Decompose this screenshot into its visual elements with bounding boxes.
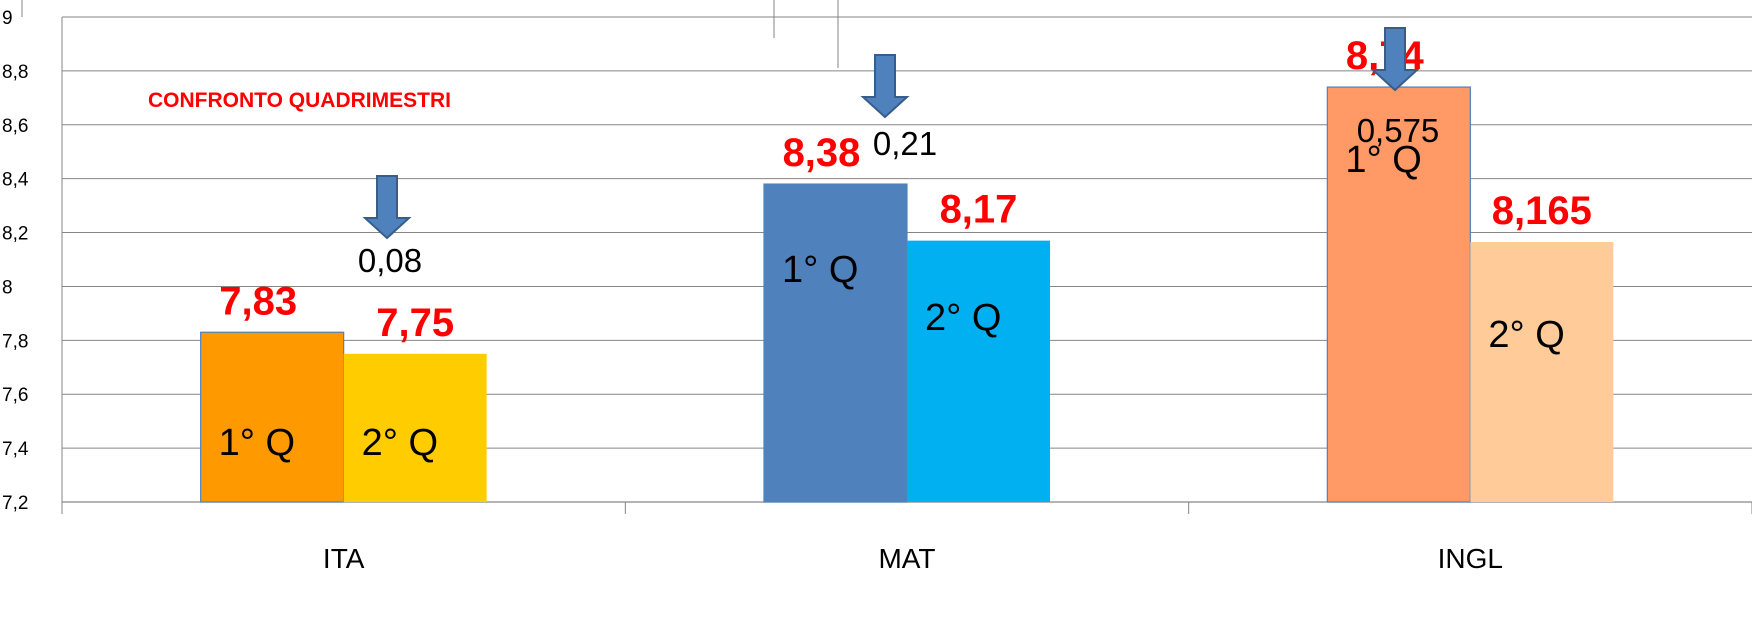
bar-value-label: 7,83 [219, 279, 297, 323]
x-tick-label: MAT [878, 543, 935, 574]
difference-label: 0,575 [1357, 112, 1440, 149]
y-tick-label: 7,6 [2, 385, 28, 406]
y-tick-label: 7,4 [2, 439, 29, 460]
down-arrow-icon [860, 54, 910, 119]
bar-series-label: 1° Q [782, 249, 858, 291]
y-tick-label: 9 [2, 8, 13, 29]
x-tick-label: INGL [1438, 543, 1503, 574]
chart-title: CONFRONTO QUADRIMESTRI [148, 89, 451, 112]
bar-value-label: 8,165 [1492, 189, 1592, 233]
bar-series-label: 2° Q [925, 297, 1001, 339]
y-tick-label: 8,4 [2, 170, 29, 191]
y-tick-label: 8,8 [2, 62, 28, 83]
down-arrow-icon [1370, 27, 1420, 92]
y-tick-label: 8 [2, 277, 13, 298]
x-tick-label: ITA [323, 543, 365, 574]
difference-label: 0,21 [873, 125, 937, 162]
bar-series-label: 2° Q [1488, 314, 1564, 356]
bar-value-label: 8,17 [940, 188, 1018, 232]
bar [907, 240, 1050, 502]
bar-series-label: 2° Q [362, 422, 438, 464]
y-tick-label: 8,6 [2, 116, 28, 137]
bar-value-label: 8,38 [783, 131, 861, 175]
bar [343, 353, 487, 502]
bar-series-label: 1° Q [1345, 139, 1421, 181]
bar-series-label: 1° Q [219, 422, 295, 464]
y-tick-label: 8,2 [2, 224, 28, 245]
y-tick-label: 7,8 [2, 331, 28, 352]
bar [763, 183, 908, 503]
difference-label: 0,08 [358, 242, 422, 279]
bar-value-label: 7,75 [376, 301, 454, 345]
bar [1470, 241, 1614, 502]
y-tick-label: 7,2 [2, 493, 28, 514]
down-arrow-icon [362, 175, 412, 240]
bar [200, 331, 345, 503]
